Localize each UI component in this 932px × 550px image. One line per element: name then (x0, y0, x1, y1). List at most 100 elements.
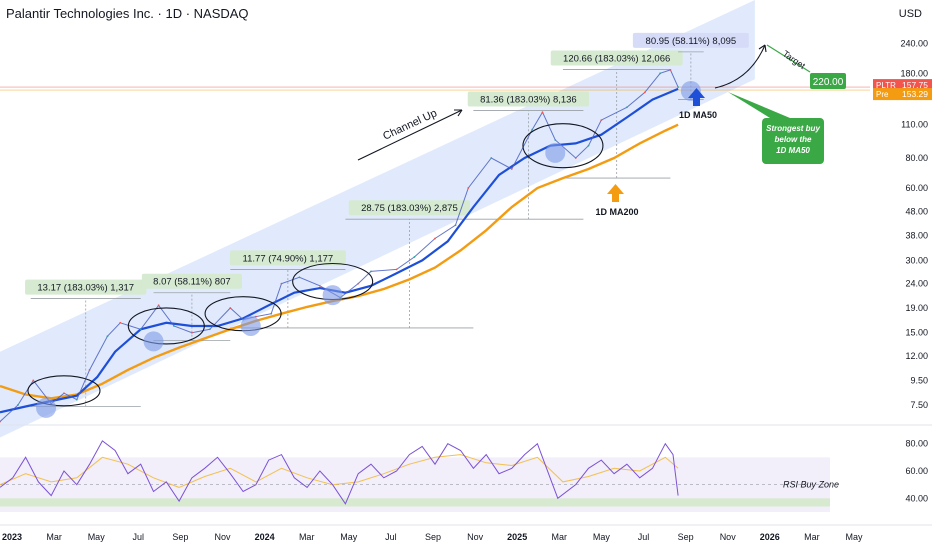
price-point (490, 157, 493, 159)
chart-title: Palantir Technologies Inc. · 1D · NASDAQ (6, 6, 249, 21)
price-point (643, 91, 646, 94)
measure-label-box (25, 279, 147, 295)
price-tag-name: PLTR (876, 81, 896, 90)
price-point (659, 72, 662, 75)
x-tick-label: May (88, 532, 106, 542)
measure-6: 120.66 (183.03%) 12,066 (550, 50, 683, 179)
y-tick-label: 7.50 (910, 400, 928, 410)
x-tick-label: May (593, 532, 611, 542)
price-point (119, 321, 122, 324)
measure-label: 81.36 (183.03%) 8,136 (480, 95, 577, 106)
price-point (413, 256, 416, 258)
measure-label-box (467, 91, 590, 107)
measure-5: 81.36 (183.03%) 8,136 (467, 91, 590, 220)
price-point (32, 379, 35, 382)
price-point (157, 304, 160, 307)
price-point (574, 157, 577, 159)
buy-point-marker (322, 285, 343, 306)
x-tick-label: Mar (804, 532, 820, 542)
y-tick-label: 60.00 (905, 183, 928, 193)
price-point (587, 144, 590, 147)
price-point (554, 139, 557, 141)
price-point (434, 237, 436, 240)
ma50-arrow (688, 88, 705, 106)
y-tick-label: 9.50 (910, 375, 928, 385)
price-point (173, 325, 175, 327)
target-value: 220.00 (813, 77, 844, 88)
price-point (467, 187, 470, 189)
measure-label: 11.77 (74.90%) 1,177 (243, 253, 334, 264)
rsi-y-tick-label: 40.00 (905, 493, 928, 503)
measure-label-box (550, 50, 683, 66)
buy-point-marker (545, 142, 566, 163)
x-tick-label: May (340, 532, 358, 542)
price-point (208, 328, 211, 331)
measure-2: 8.07 (58.11%) 807 (141, 273, 242, 342)
price-point (270, 312, 273, 315)
measure-label: 80.95 (58.11%) 8,095 (646, 36, 737, 47)
target-arrowhead (758, 44, 767, 53)
measure-label-box (348, 200, 471, 216)
price-point (17, 404, 19, 406)
channel-up-arrow (357, 109, 463, 161)
measure-label: 13.17 (183.03%) 1,317 (37, 283, 134, 294)
x-tick-label: Jul (638, 532, 650, 542)
measure-label: 28.75 (183.03%) 2,875 (361, 203, 458, 214)
channel-up-arrowhead (454, 109, 463, 117)
price-point (75, 398, 78, 401)
rsi-y-tick-label: 80.00 (905, 439, 928, 449)
buy-note-line: below the (775, 135, 812, 144)
x-tick-label: Nov (467, 532, 484, 542)
buy-note-box (762, 118, 824, 164)
rsi-buy-zone-label: RSI Buy Zone (783, 479, 839, 489)
price-point (106, 335, 109, 338)
consolidation-circle (522, 123, 604, 169)
y-tick-label: 80.00 (905, 153, 928, 163)
y-tick-label: 110.00 (901, 120, 928, 130)
rsi-y-tick-label: 60.00 (905, 466, 928, 476)
measure-label-box (229, 250, 346, 266)
price-point (541, 111, 544, 114)
price-point (229, 307, 232, 309)
price-point (191, 331, 193, 334)
measure-label: 120.66 (183.03%) 12,066 (563, 53, 670, 64)
buy-note-line: Strongest buy (766, 124, 820, 133)
x-tick-label: 2024 (255, 532, 275, 542)
x-tick-label: May (845, 532, 863, 542)
price-point (0, 420, 1, 423)
measure-3: 11.77 (74.90%) 1,177 (229, 250, 346, 329)
x-tick-label: Jul (385, 532, 397, 542)
consolidation-circle (27, 375, 101, 407)
measure-4: 28.75 (183.03%) 2,875 (345, 200, 474, 329)
price-point (254, 315, 257, 318)
buy-point-marker (36, 397, 57, 418)
y-tick-label: 24.00 (905, 279, 928, 289)
target-value-box (810, 73, 846, 89)
x-tick-label: 2023 (2, 532, 22, 542)
rsi-line (0, 440, 679, 505)
price-point (88, 369, 91, 371)
x-tick-label: Jul (133, 532, 145, 542)
rsi-buy-zone (0, 498, 830, 507)
x-tick-label: Mar (46, 532, 62, 542)
price-point (318, 284, 321, 287)
price-point (298, 276, 301, 279)
price-point (600, 119, 603, 121)
price-tag-value: 153.29 (902, 89, 928, 99)
y-tick-label: 30.00 (905, 255, 928, 265)
y-tick-label: 15.00 (905, 328, 928, 338)
x-tick-label: Mar (299, 532, 315, 542)
y-tick-label: 240.00 (900, 38, 928, 48)
price-point (357, 282, 360, 285)
x-tick-label: 2025 (507, 532, 527, 542)
price-point (139, 328, 142, 331)
x-tick-label: 2026 (760, 532, 780, 542)
x-tick-label: Sep (678, 532, 694, 542)
y-tick-label: 38.00 (905, 231, 928, 241)
price-point (510, 168, 513, 170)
price-point (669, 68, 672, 71)
x-tick-label: Sep (172, 532, 188, 542)
price-point (531, 128, 534, 131)
measure-label-box (141, 273, 242, 289)
